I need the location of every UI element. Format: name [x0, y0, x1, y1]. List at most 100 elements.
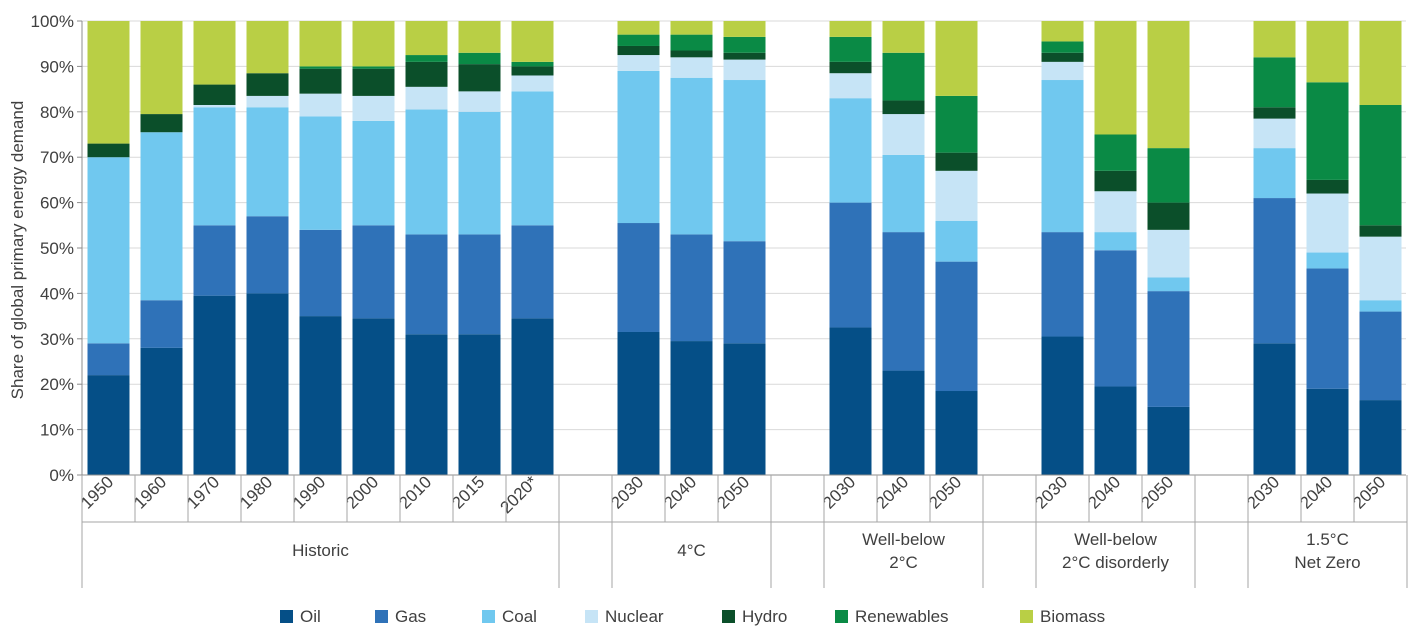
- bar-segment-biomass-2050: [1147, 21, 1190, 149]
- bar-segment-gas-1990: [299, 229, 342, 317]
- bar-segment-oil-2040: [670, 341, 713, 475]
- bar-segment-nuclear-2020: [511, 75, 554, 92]
- x-tick-label: 2040: [660, 472, 700, 512]
- bar-segment-coal-2015: [458, 111, 501, 235]
- bar-segment-nuclear-2040: [1094, 191, 1137, 233]
- x-tick-label: 2000: [342, 472, 382, 512]
- group-label: Historic: [292, 541, 349, 560]
- y-tick-label: 100%: [31, 12, 74, 31]
- bar-segment-renewables-2050: [1147, 148, 1190, 203]
- bar-segment-biomass-2030: [617, 21, 660, 35]
- bar-segment-oil-2030: [617, 331, 660, 475]
- bar-segment-gas-2050: [1359, 311, 1402, 401]
- group-label: Well-below: [1074, 530, 1158, 549]
- legend-swatch-nuclear: [585, 610, 598, 623]
- bar-segment-oil-2040: [1094, 386, 1137, 475]
- bar-segment-oil-2040: [1306, 388, 1349, 475]
- x-tick-label: 2050: [713, 472, 753, 512]
- y-tick-label: 60%: [40, 194, 74, 213]
- bar-segment-gas-2030: [1253, 198, 1296, 344]
- bar-segment-hydro-2040: [1094, 170, 1137, 192]
- bar-segment-renewables-2030: [1041, 41, 1084, 53]
- bar-segment-coal-2030: [617, 70, 660, 224]
- bars: [87, 21, 1402, 475]
- bar-segment-biomass-2020: [511, 21, 554, 62]
- bar-segment-renewables-2050: [935, 95, 978, 153]
- bar-segment-hydro-2015: [458, 64, 501, 92]
- group-label: Well-below: [862, 530, 946, 549]
- bar-segment-gas-2040: [882, 232, 925, 371]
- y-tick-label: 40%: [40, 284, 74, 303]
- y-tick-label: 50%: [40, 239, 74, 258]
- bar-segment-gas-2050: [935, 261, 978, 392]
- bar-segment-coal-2040: [670, 77, 713, 235]
- bar-segment-biomass-2030: [829, 21, 872, 37]
- bar-segment-gas-2030: [617, 223, 660, 332]
- bar-segment-nuclear-2010: [405, 86, 448, 110]
- bar-segment-oil-2050: [1147, 406, 1190, 475]
- bar-segment-biomass-1960: [140, 21, 183, 115]
- bar-segment-nuclear-1980: [246, 95, 289, 108]
- bar-segment-coal-2000: [352, 120, 395, 226]
- legend-swatch-hydro: [722, 610, 735, 623]
- bar-segment-gas-2030: [1041, 232, 1084, 337]
- bar-segment-hydro-2030: [1253, 107, 1296, 119]
- bar-segment-nuclear-2040: [882, 114, 925, 155]
- legend-swatch-oil: [280, 610, 293, 623]
- x-tick-label: 1980: [236, 472, 276, 512]
- bar-segment-hydro-2000: [352, 68, 395, 96]
- legend-label-gas: Gas: [395, 607, 426, 626]
- x-tick-label: 2050: [925, 472, 965, 512]
- bar-segment-coal-1960: [140, 132, 183, 301]
- bar-segment-nuclear-2015: [458, 91, 501, 112]
- bar-segment-oil-2040: [882, 370, 925, 475]
- bar-segment-biomass-2050: [1359, 21, 1402, 105]
- y-tick-label: 30%: [40, 330, 74, 349]
- bar-segment-renewables-2040: [670, 34, 713, 51]
- bar-segment-oil-2015: [458, 334, 501, 475]
- bar-segment-hydro-2030: [1041, 52, 1084, 62]
- group-label: 4°C: [677, 541, 706, 560]
- x-tick-label: 2015: [448, 472, 488, 512]
- bar-segment-renewables-2010: [405, 55, 448, 62]
- bar-segment-gas-2050: [723, 241, 766, 344]
- bar-segment-oil-1950: [87, 375, 130, 475]
- x-tick-label: 2050: [1137, 472, 1177, 512]
- bar-segment-nuclear-2050: [1359, 236, 1402, 301]
- bar-segment-coal-2030: [1041, 80, 1084, 233]
- bar-segment-coal-2040: [1094, 232, 1137, 251]
- bar-segment-biomass-1980: [246, 21, 289, 74]
- bar-segment-oil-1970: [193, 295, 236, 475]
- bar-segment-oil-2010: [405, 334, 448, 475]
- y-tick-label: 20%: [40, 375, 74, 394]
- bar-segment-renewables-2000: [352, 66, 395, 69]
- legend-swatch-gas: [375, 610, 388, 623]
- bar-segment-gas-2040: [1306, 268, 1349, 389]
- x-tick-label: 1960: [130, 472, 170, 512]
- bar-segment-oil-2050: [723, 343, 766, 475]
- x-tick-label: 1990: [289, 472, 329, 512]
- bar-segment-hydro-2030: [617, 45, 660, 56]
- group-label: 1.5°C: [1306, 530, 1349, 549]
- bar-segment-gas-2020: [511, 225, 554, 319]
- x-tick-label: 2040: [1296, 472, 1336, 512]
- bar-segment-coal-1970: [193, 107, 236, 226]
- bar-segment-nuclear-2050: [935, 170, 978, 221]
- bar-segment-hydro-2050: [1359, 225, 1402, 237]
- bar-segment-hydro-1990: [299, 68, 342, 94]
- bar-segment-oil-2030: [1041, 336, 1084, 475]
- bar-segment-coal-1980: [246, 107, 289, 217]
- bar-segment-gas-1980: [246, 216, 289, 294]
- bar-segment-hydro-2010: [405, 61, 448, 87]
- bar-segment-nuclear-2040: [1306, 193, 1349, 253]
- x-tick-label: 2030: [1031, 472, 1071, 512]
- bar-segment-hydro-1980: [246, 73, 289, 96]
- legend-label-hydro: Hydro: [742, 607, 787, 626]
- x-tick-label: 2040: [1084, 472, 1124, 512]
- bar-segment-biomass-1990: [299, 21, 342, 67]
- bar-segment-coal-2050: [723, 80, 766, 242]
- bar-segment-biomass-2050: [723, 21, 766, 37]
- bar-segment-renewables-1990: [299, 66, 342, 69]
- bar-segment-gas-2040: [1094, 250, 1137, 387]
- bar-segment-renewables-2015: [458, 52, 501, 65]
